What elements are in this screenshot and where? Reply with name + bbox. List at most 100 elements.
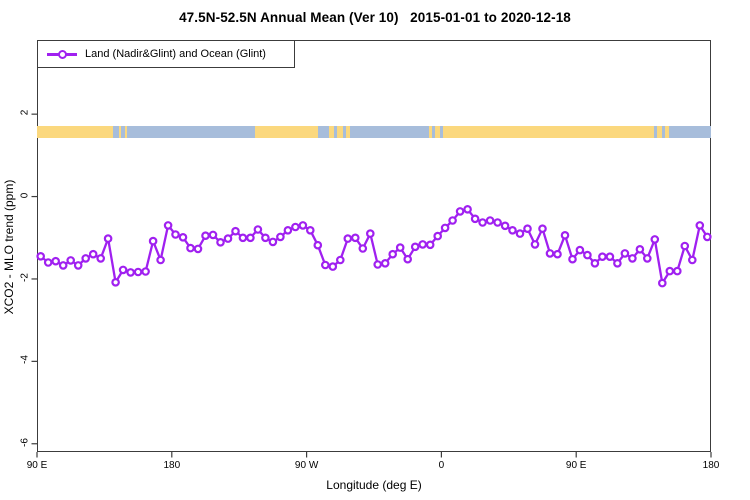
data-point xyxy=(223,234,233,243)
data-point xyxy=(635,245,645,254)
data-point xyxy=(133,267,143,277)
x-tick-label: 180 xyxy=(163,460,181,471)
data-point xyxy=(36,251,46,261)
data-point xyxy=(343,234,353,243)
data-point xyxy=(358,244,368,253)
data-point xyxy=(335,255,345,265)
band-segment-ocean xyxy=(439,126,443,139)
y-axis-title: XCO2 - MLO trend (ppm) xyxy=(2,179,16,315)
x-tick-label: 90 E xyxy=(26,460,48,471)
data-point xyxy=(702,232,712,242)
data-point xyxy=(118,265,128,275)
legend-label: Land (Nadir&Glint) and Ocean (Glint) xyxy=(85,48,266,60)
data-point xyxy=(695,221,705,230)
data-point xyxy=(538,224,547,234)
y-tick-label: 2 xyxy=(19,109,31,116)
data-point xyxy=(171,230,180,239)
legend-marker-icon xyxy=(47,49,77,59)
x-axis-title: Longitude (deg E) xyxy=(326,478,422,492)
data-point xyxy=(433,231,443,241)
band-segment-land xyxy=(336,126,343,139)
band-segment-ocean xyxy=(661,126,665,139)
data-point xyxy=(680,241,690,251)
data-point xyxy=(208,230,218,240)
data-point xyxy=(231,226,240,236)
y-tick-label: -6 xyxy=(19,437,31,447)
band-segment-land xyxy=(329,126,334,139)
surface-type-band xyxy=(37,126,711,139)
data-point xyxy=(403,254,413,264)
data-point xyxy=(418,240,428,249)
data-point xyxy=(66,256,76,265)
band-segment-ocean xyxy=(350,126,430,139)
data-point xyxy=(305,226,315,235)
y-tick-label: -4 xyxy=(19,355,31,365)
data-point xyxy=(493,218,502,227)
data-point xyxy=(530,240,540,249)
legend: Land (Nadir&Glint) and Ocean (Glint) xyxy=(37,40,295,68)
data-point xyxy=(395,243,405,252)
data-point xyxy=(148,236,158,246)
data-point xyxy=(261,233,270,243)
data-point xyxy=(141,267,150,276)
data-point xyxy=(201,231,210,241)
data-point xyxy=(545,249,555,258)
band-segment-land xyxy=(429,126,433,139)
data-point xyxy=(590,258,600,268)
band-segment-land xyxy=(664,126,670,139)
band-segment-ocean xyxy=(120,126,125,139)
band-segment-ocean xyxy=(342,126,346,139)
data-point xyxy=(515,229,525,238)
chart-title: 47.5N-52.5N Annual Mean (Ver 10) 2015-01… xyxy=(179,10,571,25)
data-point xyxy=(455,207,465,216)
x-tick-label: 180 xyxy=(702,460,720,471)
data-point xyxy=(575,245,585,255)
data-point xyxy=(568,254,577,264)
data-point xyxy=(440,223,450,233)
data-point xyxy=(500,221,510,231)
band-segment-ocean xyxy=(669,126,711,139)
data-point xyxy=(320,260,330,270)
data-point xyxy=(178,233,188,242)
data-point xyxy=(268,237,278,247)
data-point xyxy=(583,250,592,260)
data-point xyxy=(642,254,652,263)
data-point xyxy=(126,268,135,277)
data-point xyxy=(73,261,83,270)
data-point xyxy=(553,249,562,259)
x-tick-label: 90 W xyxy=(294,460,319,471)
data-point xyxy=(350,233,360,243)
y-tick-label: 0 xyxy=(19,192,31,198)
band-segment-land xyxy=(124,126,127,139)
data-point xyxy=(111,277,120,287)
x-tick-label: 0 xyxy=(438,460,445,471)
data-point xyxy=(463,205,472,214)
data-point xyxy=(508,226,517,235)
data-point xyxy=(238,233,248,243)
data-point xyxy=(470,214,480,224)
band-segment-ocean xyxy=(126,126,255,139)
band-segment-ocean xyxy=(333,126,337,139)
data-point xyxy=(58,261,68,270)
data-point xyxy=(665,266,675,276)
data-point xyxy=(672,266,682,276)
band-segment-land xyxy=(345,126,351,139)
band-segment-ocean xyxy=(113,126,119,139)
data-point xyxy=(560,231,570,240)
band-segment-land xyxy=(657,126,662,139)
band-segment-land xyxy=(118,126,121,139)
data-point xyxy=(657,278,667,288)
data-point xyxy=(43,258,53,267)
data-point xyxy=(365,229,375,238)
data-point xyxy=(410,242,420,252)
data-point xyxy=(276,232,285,242)
band-segment-land xyxy=(435,126,440,139)
data-point xyxy=(373,260,383,269)
data-point xyxy=(388,249,398,259)
data-point xyxy=(156,255,165,265)
data-point xyxy=(163,221,173,230)
data-point xyxy=(51,256,61,266)
data-point xyxy=(478,218,487,227)
